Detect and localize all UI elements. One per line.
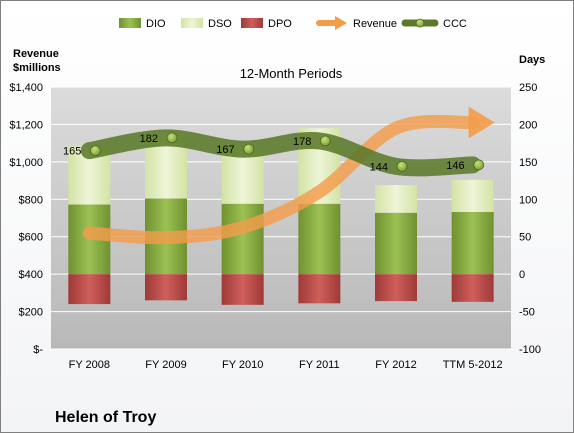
ccc-data-label: 144: [370, 161, 388, 173]
left-tick-label: $1,000: [9, 157, 43, 169]
left-axis: $- $200 $400 $600 $800 $1,000 $1,200 $1,400: [9, 82, 43, 356]
left-tick-label: $600: [19, 232, 43, 244]
left-axis-title-line-2: $millions: [13, 62, 61, 74]
bar-dio: [451, 212, 494, 275]
right-tick-label: 200: [519, 119, 537, 131]
left-tick-label: $1,200: [9, 119, 43, 131]
legend-label-dpo: DPO: [268, 18, 292, 30]
bar-dpo: [221, 274, 264, 305]
company-name: Helen of Troy: [55, 409, 156, 426]
revenue-line: [82, 114, 480, 245]
ccc-point: [319, 135, 331, 147]
legend-label-ccc: CCC: [443, 18, 467, 30]
revenue-series: [82, 106, 495, 245]
legend-swatch-ccc-point: [415, 18, 425, 28]
legend-label-revenue: Revenue: [353, 18, 397, 30]
bar-dpo: [145, 274, 187, 301]
right-tick-label: 100: [519, 194, 537, 206]
x-tick-label: FY 2010: [222, 359, 263, 371]
left-tick-label: $200: [19, 307, 43, 319]
right-tick-label: -100: [519, 344, 541, 356]
ccc-point: [166, 132, 178, 144]
legend-swatch-dso: [181, 18, 203, 28]
ccc-data-label: 178: [293, 136, 311, 148]
right-tick-label: -50: [519, 307, 535, 319]
ccc-data-label: 167: [216, 144, 234, 156]
x-tick-label: FY 2011: [299, 359, 340, 371]
revenue-arrowhead: [468, 106, 495, 139]
bar-dpo: [298, 274, 341, 304]
gridlines: [51, 86, 511, 350]
x-tick-label: FY 2012: [375, 359, 416, 371]
ccc-point: [396, 160, 408, 172]
left-axis-title-line-1: Revenue: [13, 48, 59, 60]
left-tick-label: $-: [33, 344, 43, 356]
legend-label-dso: DSO: [208, 18, 232, 30]
bar-dio: [298, 203, 341, 275]
ccc-point: [89, 145, 101, 157]
ccc-data-label: 165: [63, 146, 81, 158]
ccc-point: [473, 159, 485, 171]
bar-dpo: [68, 274, 111, 305]
ccc-series: 165 182 167 178 144 146: [63, 129, 485, 177]
bar-dio: [221, 203, 264, 275]
legend: DIO DSO DPO Revenue CCC: [119, 16, 467, 30]
ccc-point: [243, 143, 255, 155]
right-axis-title: Days: [519, 54, 545, 66]
left-tick-label: $800: [19, 194, 43, 206]
chart-title: 12-Month Periods: [240, 66, 343, 81]
right-axis: -100 -50 0 50 100 150 200 250: [519, 82, 541, 356]
x-tick-label: FY 2009: [145, 359, 186, 371]
bar-dio: [375, 212, 417, 275]
legend-label-dio: DIO: [146, 18, 166, 30]
legend-swatch-dpo: [241, 18, 263, 28]
right-tick-label: 50: [519, 232, 531, 244]
right-tick-label: 0: [519, 269, 525, 281]
bar-dso: [451, 179, 494, 213]
legend-swatch-revenue-arrowhead: [335, 16, 347, 30]
left-tick-label: $1,400: [9, 82, 43, 94]
left-tick-label: $400: [19, 269, 43, 281]
right-tick-label: 250: [519, 82, 537, 94]
x-axis: FY 2008 FY 2009 FY 2010 FY 2011 FY 2012 TTM 5…: [69, 359, 503, 371]
bar-dso: [375, 185, 417, 213]
legend-swatch-dio: [119, 18, 141, 28]
x-tick-label: TTM 5-2012: [443, 359, 503, 371]
bar-dpo: [451, 274, 494, 302]
x-tick-label: FY 2008: [69, 359, 110, 371]
bar-dpo: [375, 274, 417, 302]
ccc-data-label: 146: [446, 160, 464, 172]
ccc-data-label: 182: [140, 133, 158, 145]
right-tick-label: 150: [519, 157, 537, 169]
